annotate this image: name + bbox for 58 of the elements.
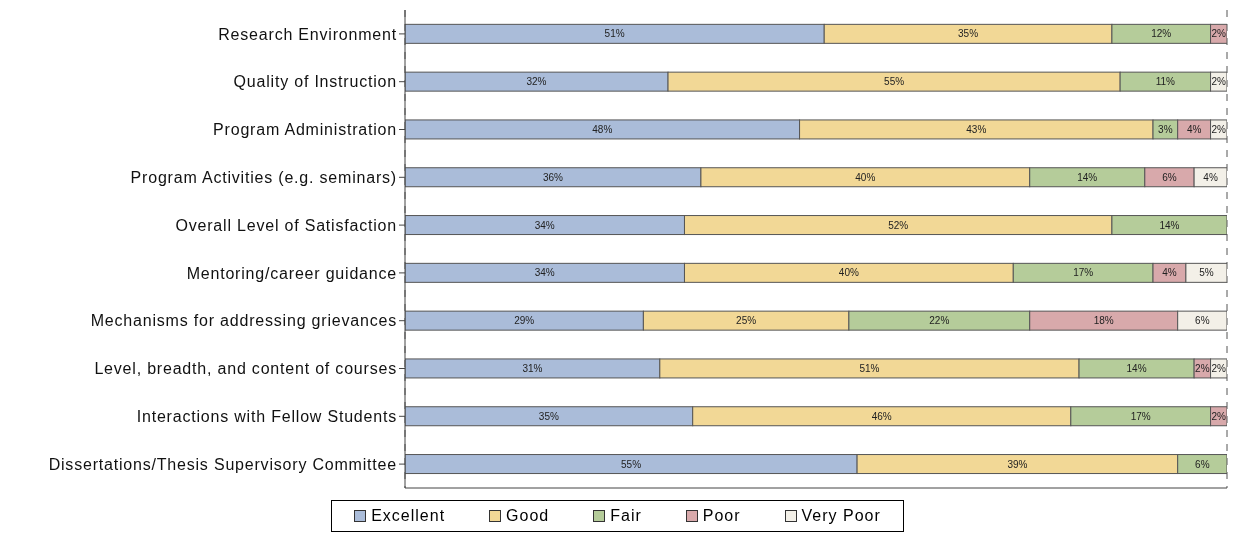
data-label: 52% <box>888 219 909 231</box>
data-label: 43% <box>966 123 987 135</box>
y-tick-label: Overall Level of Satisfaction <box>175 216 397 234</box>
data-label: 4% <box>1203 171 1218 183</box>
data-label: 2% <box>1211 28 1227 40</box>
data-label: 14% <box>1159 219 1180 231</box>
data-label: 40% <box>855 171 876 183</box>
data-label: 18% <box>1093 315 1114 327</box>
data-label: 32% <box>526 76 547 88</box>
legend-label: Fair <box>610 507 642 525</box>
data-label: 29% <box>514 315 535 327</box>
data-label: 3% <box>1158 123 1173 135</box>
legend-label: Good <box>506 507 550 525</box>
data-label: 17% <box>1073 267 1094 279</box>
data-label: 34% <box>534 267 555 279</box>
data-label: 55% <box>621 458 642 470</box>
data-label: 6% <box>1162 171 1177 183</box>
data-label: 2% <box>1211 123 1227 135</box>
data-label: 11% <box>1155 76 1176 88</box>
legend-label: Very Poor <box>801 507 881 525</box>
data-label: 25% <box>736 315 757 327</box>
data-label: 14% <box>1126 362 1147 374</box>
data-label: 4% <box>1186 123 1202 135</box>
y-tick-label: Interactions with Fellow Students <box>136 407 397 425</box>
data-label: 5% <box>1199 267 1214 279</box>
y-tick-label: Quality of Instruction <box>233 73 397 91</box>
data-label: 2% <box>1211 76 1227 88</box>
y-tick-label: Program Administration <box>213 121 397 139</box>
y-tick-label: Dissertations/Thesis Supervisory Committee <box>48 455 397 473</box>
data-label: 31% <box>522 362 543 374</box>
data-label: 17% <box>1130 410 1151 422</box>
data-label: 34% <box>534 219 555 231</box>
legend-label: Excellent <box>371 507 446 525</box>
legend-label: Poor <box>702 507 741 525</box>
data-label: 55% <box>884 76 905 88</box>
data-label: 39% <box>1007 458 1028 470</box>
data-label: 35% <box>958 28 979 40</box>
data-label: 2% <box>1211 410 1227 422</box>
data-label: 6% <box>1195 458 1210 470</box>
y-tick-label: Program Activities (e.g. seminars) <box>130 168 397 186</box>
data-label: 40% <box>838 267 859 279</box>
data-label: 2% <box>1211 362 1227 374</box>
data-label: 6% <box>1195 315 1210 327</box>
data-label: 12% <box>1151 28 1172 40</box>
data-label: 36% <box>542 171 564 183</box>
y-tick-label: Mentoring/career guidance <box>186 264 397 282</box>
data-label: 51% <box>604 28 625 40</box>
data-label: 22% <box>929 315 950 327</box>
data-label: 2% <box>1195 362 1210 374</box>
data-label: 4% <box>1162 267 1177 279</box>
data-label: 48% <box>592 123 613 135</box>
data-label: 14% <box>1077 171 1098 183</box>
data-label: 51% <box>859 362 880 374</box>
y-tick-label: Mechanisms for addressing grievances <box>90 312 397 330</box>
y-tick-label: Research Environment <box>218 25 397 43</box>
y-tick-label: Level, breadth, and content of courses <box>94 360 397 378</box>
data-label: 35% <box>538 410 559 422</box>
data-label: 46% <box>871 410 892 422</box>
